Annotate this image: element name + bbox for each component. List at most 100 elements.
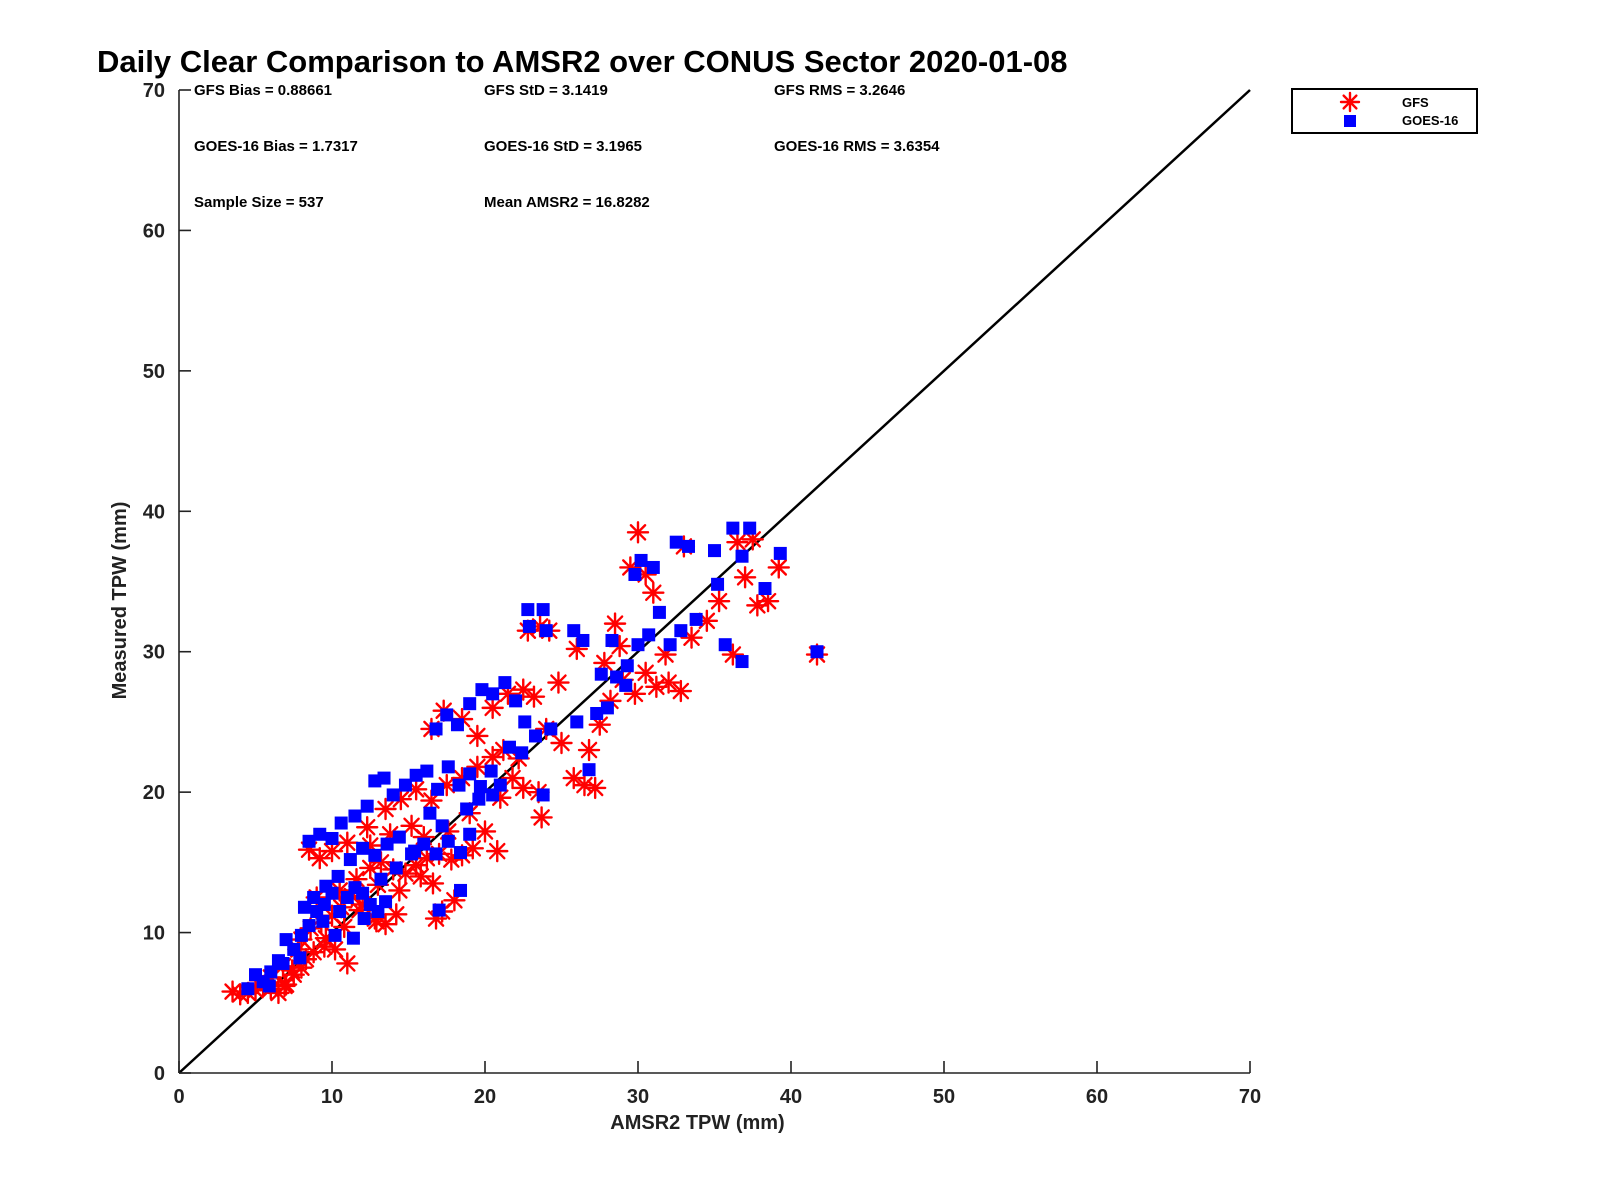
- gfs-point: [336, 831, 359, 854]
- goes16-point: [432, 903, 446, 917]
- goes16-point: [452, 778, 466, 792]
- goes16-point: [509, 694, 523, 708]
- gfs-point: [657, 671, 680, 694]
- gfs-point: [355, 816, 379, 839]
- goes16-point: [262, 979, 276, 993]
- x-tick-label: 10: [321, 1086, 343, 1108]
- goes16-point: [307, 890, 321, 904]
- gfs-point: [522, 685, 546, 708]
- x-axis-label: AMSR2 TPW (mm): [610, 1112, 784, 1134]
- goes16-point: [726, 521, 740, 535]
- x-tick-label: 60: [1086, 1086, 1108, 1108]
- gfs-point: [707, 589, 731, 613]
- goes16-point: [735, 549, 749, 563]
- goes16-point: [368, 848, 382, 862]
- goes16-point: [486, 687, 500, 701]
- legend-gfs-asterisk: [1339, 91, 1361, 113]
- goes16-point: [472, 792, 486, 806]
- goes16-point: [316, 914, 330, 928]
- goes16-point: [515, 746, 529, 760]
- goes16-point: [377, 771, 391, 785]
- goes16-point: [460, 802, 474, 816]
- goes16-point: [454, 883, 468, 897]
- goes16-point: [429, 847, 443, 861]
- goes16-point: [325, 831, 339, 845]
- goes16-point: [463, 697, 477, 711]
- goes16-point: [735, 655, 749, 669]
- gfs-point: [550, 731, 573, 755]
- x-tick-label: 50: [933, 1086, 955, 1108]
- goes16-point: [590, 707, 604, 721]
- gfs-point: [409, 865, 432, 888]
- goes16-point: [423, 806, 437, 820]
- goes16-point: [652, 605, 666, 619]
- gfs-point: [461, 837, 484, 860]
- goes16-point: [386, 788, 400, 802]
- goes16-point: [343, 853, 357, 867]
- goes16-point: [681, 539, 695, 553]
- gfs-point: [473, 820, 497, 843]
- axis-ticks: 0 10 20 30 40 50 60 70 0 10 20 30 40 50 60 70: [143, 80, 1261, 1108]
- goes16-point: [522, 619, 536, 633]
- goes16-point: [674, 624, 688, 638]
- gfs-point: [767, 556, 790, 579]
- goes16-point: [333, 905, 347, 919]
- legend-goes16-label: GOES-16: [1402, 113, 1458, 128]
- goes16-point: [536, 603, 550, 617]
- goes16-point: [317, 897, 331, 911]
- goes16-point: [582, 763, 596, 777]
- gfs-point: [466, 724, 489, 748]
- x-tick-label: 70: [1239, 1086, 1261, 1108]
- goes16-point: [475, 683, 489, 697]
- goes16-point: [340, 890, 354, 904]
- goes16-point: [663, 638, 677, 652]
- y-tick-label: 10: [143, 923, 165, 945]
- goes16-point: [502, 740, 516, 754]
- goes16-point: [773, 546, 787, 560]
- gfs-point: [481, 696, 504, 720]
- legend-goes16-marker: [1344, 115, 1356, 127]
- chart-title: Daily Clear Comparison to AMSR2 over CON…: [97, 44, 1068, 79]
- gfs-point: [308, 846, 331, 870]
- gfs-point: [669, 679, 693, 703]
- goes16-point: [620, 659, 634, 673]
- gfs-point: [388, 879, 411, 902]
- goes16-point: [708, 544, 721, 558]
- goes16-point: [493, 778, 507, 792]
- y-tick-label: 0: [154, 1063, 165, 1085]
- goes16-point: [518, 715, 532, 729]
- gfs-point: [642, 581, 665, 604]
- goes16-point: [441, 760, 455, 774]
- y-tick-label: 60: [143, 220, 165, 242]
- goes16-point: [356, 886, 370, 900]
- goes16-point: [264, 965, 278, 979]
- x-tick-label: 30: [627, 1086, 649, 1108]
- series-gfs-points: [221, 521, 829, 1006]
- stat-annotation: GOES-16 StD = 3.1965: [484, 138, 642, 155]
- legend: GFS GOES-16: [1291, 88, 1478, 134]
- y-tick-label: 40: [143, 501, 165, 523]
- goes16-point: [392, 830, 406, 844]
- goes16-point: [463, 827, 477, 841]
- goes16-point: [743, 521, 757, 535]
- goes16-point: [440, 708, 454, 722]
- goes16-point: [536, 788, 550, 802]
- gfs-point: [577, 738, 601, 762]
- stat-annotation: GFS StD = 3.1419: [484, 82, 608, 99]
- goes16-point: [669, 535, 683, 549]
- gfs-point: [281, 959, 304, 982]
- goes16-point: [435, 819, 449, 833]
- goes16-point: [371, 905, 385, 919]
- gfs-point: [733, 566, 757, 589]
- gfs-point: [530, 806, 553, 829]
- legend-gfs-label: GFS: [1402, 95, 1429, 110]
- goes16-point: [521, 603, 535, 617]
- goes16-point: [441, 834, 455, 848]
- goes16-point: [297, 900, 311, 914]
- y-tick-label: 50: [143, 361, 165, 383]
- goes16-point: [567, 624, 581, 638]
- goes16-point: [279, 933, 293, 947]
- goes16-point: [594, 667, 608, 681]
- goes16-point: [539, 624, 553, 638]
- goes16-point: [331, 869, 345, 883]
